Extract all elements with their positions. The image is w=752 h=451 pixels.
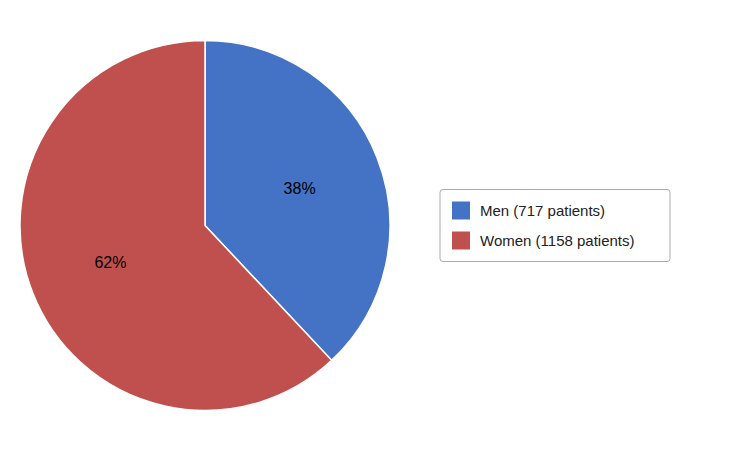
legend-label: Men (717 patients) (480, 202, 605, 219)
legend-frame (440, 190, 670, 262)
data-label: 38% (284, 180, 316, 197)
pie-slice (20, 41, 332, 411)
pie-slices (20, 41, 390, 411)
data-label: 62% (94, 254, 126, 271)
chart-svg: 38% 62% Men (717 patients) Women (1158 pati… (0, 0, 752, 451)
legend-label: Women (1158 patients) (480, 232, 635, 249)
legend: Men (717 patients) Women (1158 patients) (440, 190, 670, 262)
data-labels: 38% 62% (94, 180, 315, 272)
legend-swatch (452, 232, 470, 250)
legend-swatch (452, 202, 470, 220)
chart-container: 38% 62% Men (717 patients) Women (1158 pati… (0, 0, 752, 451)
